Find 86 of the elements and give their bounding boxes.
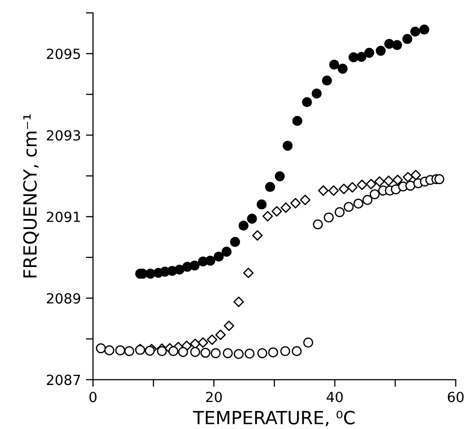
point [265, 182, 276, 192]
point [328, 185, 339, 196]
point [338, 64, 348, 74]
point [252, 230, 263, 241]
y-tick-label: 2089 [46, 293, 80, 304]
point [214, 252, 224, 262]
point [168, 346, 178, 356]
point [96, 343, 106, 354]
point [370, 189, 380, 200]
point [347, 182, 358, 193]
y-tick-label: 2087 [46, 374, 80, 386]
point [246, 214, 257, 224]
point [215, 330, 226, 340]
point [405, 180, 416, 191]
y-tick-label: 2093 [46, 130, 80, 141]
point [312, 219, 323, 230]
point [280, 202, 292, 213]
y-tick-label: 2091 [46, 212, 80, 222]
point [392, 40, 402, 50]
x-tick-label: 0 [89, 392, 96, 402]
point [234, 348, 244, 360]
y-tick-label: 2095 [46, 48, 80, 60]
point [174, 264, 184, 275]
point [233, 296, 244, 308]
point [224, 320, 234, 332]
point [434, 174, 444, 184]
point [364, 48, 374, 58]
x-tick-label: 20 [206, 392, 222, 402]
point [419, 24, 430, 35]
point [322, 76, 332, 86]
point [300, 194, 310, 206]
x-tick-label: 60 [448, 392, 464, 402]
point [324, 212, 334, 222]
point [222, 246, 232, 257]
point [356, 52, 366, 62]
point [366, 178, 376, 190]
point [244, 348, 255, 359]
point [402, 172, 414, 182]
point [292, 346, 302, 356]
point [200, 348, 210, 358]
point [312, 88, 322, 99]
point [374, 176, 385, 187]
point [238, 220, 249, 231]
point [222, 348, 233, 358]
point [256, 199, 267, 210]
x-axis-title: TEMPERATURE, ⁰C [192, 410, 355, 426]
point [262, 211, 273, 222]
point [198, 337, 208, 348]
point [156, 346, 167, 356]
point [104, 345, 114, 356]
point [353, 198, 364, 209]
point [410, 26, 420, 37]
point [274, 171, 285, 182]
point [334, 207, 345, 218]
point [190, 346, 200, 357]
point [115, 345, 126, 356]
point [178, 346, 188, 357]
point [292, 116, 302, 126]
y-axis-title: FREQUENCY, cm⁻¹ [23, 114, 39, 278]
point [318, 185, 329, 196]
point [290, 198, 301, 208]
point [210, 348, 221, 358]
point [272, 206, 282, 217]
point [205, 256, 216, 266]
point [338, 184, 350, 194]
point [243, 268, 254, 278]
point [303, 338, 314, 348]
point [124, 346, 134, 356]
x-tick-label: 40 [326, 392, 343, 402]
point [392, 174, 403, 186]
point [383, 176, 394, 186]
point [268, 347, 278, 358]
point [280, 346, 290, 356]
point [376, 46, 386, 56]
point [362, 194, 372, 205]
point [230, 236, 240, 247]
point [282, 140, 293, 151]
point [344, 202, 354, 212]
point [410, 170, 422, 180]
point [302, 97, 312, 108]
point [329, 60, 340, 70]
point [206, 334, 218, 345]
point [356, 180, 368, 190]
point [402, 34, 412, 44]
point [257, 348, 268, 358]
point [190, 260, 200, 271]
